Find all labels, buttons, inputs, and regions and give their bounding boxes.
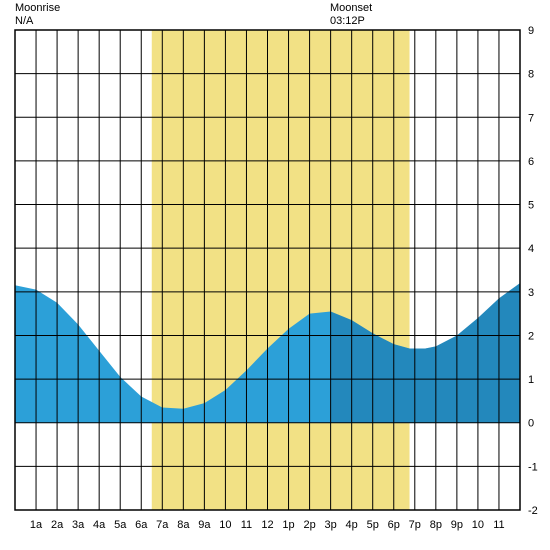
x-tick-label: 5a — [114, 519, 127, 531]
x-tick-label: 1a — [30, 519, 43, 531]
y-tick-label: -1 — [528, 461, 538, 473]
x-tick-label: 4p — [346, 519, 358, 531]
x-tick-label: 10 — [472, 519, 484, 531]
y-tick-label: 8 — [528, 69, 534, 81]
y-tick-label: 6 — [528, 156, 534, 168]
x-tick-label: 4a — [93, 519, 106, 531]
x-tick-label: 11 — [493, 519, 504, 531]
moonset-label: Moonset 03:12P — [330, 2, 372, 28]
moonrise-title: Moonrise — [15, 2, 60, 15]
x-tick-label: 11 — [241, 519, 252, 531]
x-tick-label: 8p — [430, 519, 442, 531]
x-tick-label: 5p — [367, 519, 379, 531]
moonset-value: 03:12P — [330, 15, 372, 28]
x-tick-label: 6a — [135, 519, 148, 531]
x-tick-label: 1p — [282, 519, 294, 531]
y-tick-label: 4 — [528, 243, 534, 255]
chart-svg: -2-101234567891a2a3a4a5a6a7a8a9a1011121p… — [0, 0, 550, 550]
y-tick-label: -2 — [528, 505, 538, 517]
y-tick-label: 2 — [528, 330, 534, 342]
x-tick-label: 3p — [325, 519, 337, 531]
x-tick-label: 3a — [72, 519, 85, 531]
moonset-title: Moonset — [330, 2, 372, 15]
x-axis-labels: 1a 2a 3a 4a 5a 6a 7a 8a 9a 10 11 12 1p 2p 3p 4p 5p 6p 7p 8p… — [30, 519, 505, 531]
moonrise-label: Moonrise N/A — [15, 2, 60, 28]
x-tick-label: 6p — [388, 519, 400, 531]
y-tick-label: 5 — [528, 200, 534, 212]
x-tick-label: 7p — [409, 519, 421, 531]
y-tick-label: 9 — [528, 25, 534, 37]
x-tick-label: 12 — [261, 519, 273, 531]
daylight-band — [152, 30, 410, 510]
tide-chart: Moonrise N/A Moonset 03:12P -2-101234567… — [0, 0, 550, 550]
x-tick-label: 7a — [156, 519, 169, 531]
y-tick-label: 1 — [528, 374, 534, 386]
x-tick-label: 8a — [177, 519, 190, 531]
x-tick-label: 10 — [219, 519, 231, 531]
moonrise-value: N/A — [15, 15, 60, 28]
y-tick-label: 3 — [528, 287, 534, 299]
x-tick-label: 9p — [451, 519, 463, 531]
y-tick-label: 7 — [528, 112, 534, 124]
x-tick-label: 9a — [198, 519, 211, 531]
y-tick-label: 0 — [528, 418, 534, 430]
x-tick-label: 2p — [303, 519, 315, 531]
x-tick-label: 2a — [51, 519, 64, 531]
